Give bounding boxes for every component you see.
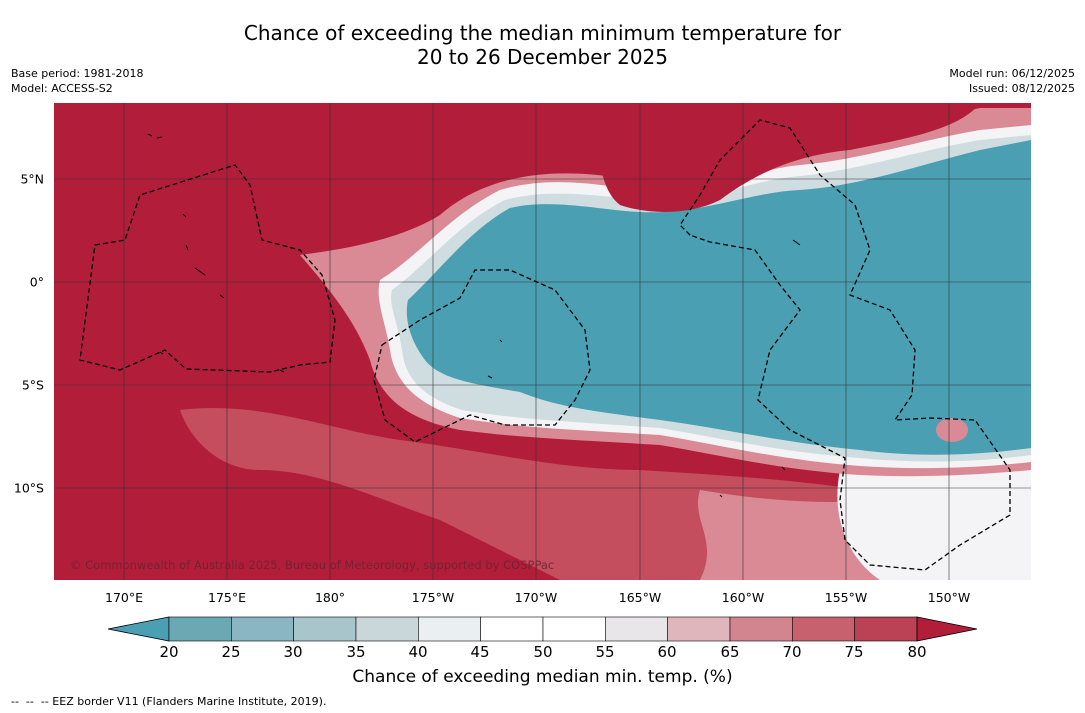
- map-title: Chance of exceeding the median minimum t…: [0, 21, 1085, 69]
- eez-border-west: [79, 164, 336, 373]
- island: [159, 351, 164, 355]
- eez-legend-footnote: -- -- -- EEZ border V11 (Flanders Marine…: [11, 695, 327, 708]
- colorbar-tick: 65: [720, 643, 740, 661]
- region-southeast-pink-blob: [936, 418, 968, 442]
- lon-tick: 160°W: [721, 590, 765, 605]
- colorbar-tick: 60: [657, 643, 677, 661]
- model-name: Model: ACCESS-S2: [11, 82, 113, 95]
- colorbar-tick: 55: [595, 643, 615, 661]
- lon-tick: 170°E: [104, 590, 144, 605]
- model-info: Base period: 1981-2018 Model: ACCESS-S2: [11, 66, 143, 96]
- lat-tick: 0°: [29, 274, 44, 290]
- colorbar-segment: [542, 616, 606, 642]
- island: [147, 133, 153, 137]
- lon-tick: 170°W: [514, 590, 558, 605]
- island: [194, 267, 206, 276]
- title-line-1: Chance of exceeding the median minimum t…: [243, 21, 842, 45]
- lon-tick: 175°W: [411, 590, 455, 605]
- colorbar-segment: [480, 616, 544, 642]
- base-period: Base period: 1981-2018: [11, 67, 144, 80]
- copyright-notice: © Commonwealth of Australia 2025, Bureau…: [70, 558, 555, 572]
- island: [487, 375, 493, 379]
- colorbar-segment: [418, 616, 481, 642]
- colorbar-tick: 25: [221, 643, 241, 661]
- lon-tick: 155°W: [824, 590, 868, 605]
- graticule: [54, 103, 1031, 580]
- colorbar-segment: [667, 616, 731, 642]
- island: [156, 136, 163, 139]
- model-run-date: Model run: 06/12/2025: [949, 67, 1075, 80]
- island: [219, 294, 225, 299]
- eez-borders: [79, 119, 1011, 571]
- colorbar-segment: [355, 616, 419, 642]
- island: [182, 213, 187, 218]
- island: [719, 494, 723, 498]
- colorbar-tick: 50: [533, 643, 553, 661]
- colorbar-tick: 30: [283, 643, 303, 661]
- colorbar-tick: 35: [346, 643, 366, 661]
- title-line-2: 20 to 26 December 2025: [416, 45, 668, 69]
- colorbar-segment: [729, 616, 793, 642]
- island: [499, 339, 503, 343]
- run-info: Model run: 06/12/2025 Issued: 08/12/2025: [949, 66, 1075, 96]
- lat-tick: 10°S: [13, 480, 44, 496]
- colorbar-segment: [605, 616, 668, 642]
- colorbar-tick: 40: [408, 643, 428, 661]
- region-north-red-intrusion: [598, 103, 980, 212]
- colorbar-segment: [168, 616, 232, 642]
- colorbar-tick: 75: [844, 643, 864, 661]
- colorbar-segment: [293, 616, 357, 642]
- colorbar: [107, 616, 978, 642]
- colorbar-tick: 80: [907, 643, 927, 661]
- island: [781, 466, 786, 471]
- lat-tick: 5°N: [20, 171, 44, 187]
- colorbar-label: Chance of exceeding median min. temp. (%…: [352, 667, 733, 687]
- colorbar-segment: [231, 616, 294, 642]
- colorbar-under-arrow: [107, 616, 170, 642]
- colorbar-tick: 70: [782, 643, 802, 661]
- lon-tick: 165°W: [618, 590, 662, 605]
- colorbar-segment: [854, 616, 918, 642]
- region-low-probability: [406, 140, 1031, 455]
- eez-border-east: [679, 119, 1011, 571]
- island: [792, 239, 801, 246]
- island: [185, 244, 189, 251]
- colorbar-tick: 20: [159, 643, 179, 661]
- lon-tick: 180°: [314, 590, 346, 605]
- eez-border-central: [373, 269, 591, 443]
- lat-tick: 5°S: [21, 377, 44, 393]
- lon-tick: 175°E: [207, 590, 247, 605]
- issued-date: Issued: 08/12/2025: [968, 82, 1075, 95]
- island-outlines: [147, 133, 801, 498]
- lon-tick: 150°W: [927, 590, 971, 605]
- island: [279, 369, 285, 373]
- colorbar-segment: [792, 616, 855, 642]
- colorbar-over-arrow: [916, 616, 978, 642]
- colorbar-tick: 45: [470, 643, 490, 661]
